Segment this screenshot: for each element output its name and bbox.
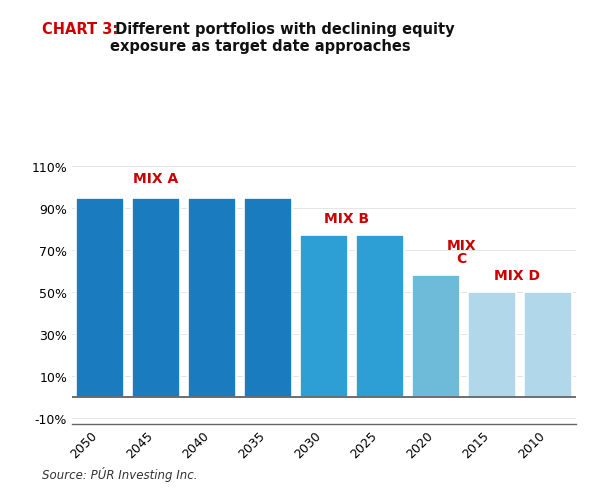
Text: MIX D: MIX D <box>494 268 540 282</box>
Bar <box>524 292 572 397</box>
Text: Source: PÚR Investing Inc.: Source: PÚR Investing Inc. <box>42 466 197 481</box>
Text: CHART 3:: CHART 3: <box>42 22 118 37</box>
Text: MIX A: MIX A <box>133 172 179 185</box>
Bar <box>412 276 460 397</box>
Bar <box>244 198 292 397</box>
Text: Different portfolios with declining equity
exposure as target date approaches: Different portfolios with declining equi… <box>110 22 454 54</box>
Bar <box>188 198 236 397</box>
Bar <box>356 236 404 397</box>
Text: MIX B: MIX B <box>324 211 369 225</box>
Bar <box>132 198 180 397</box>
Bar <box>300 236 348 397</box>
Bar <box>468 292 516 397</box>
Bar <box>76 198 124 397</box>
Text: MIX
C: MIX C <box>446 239 476 265</box>
